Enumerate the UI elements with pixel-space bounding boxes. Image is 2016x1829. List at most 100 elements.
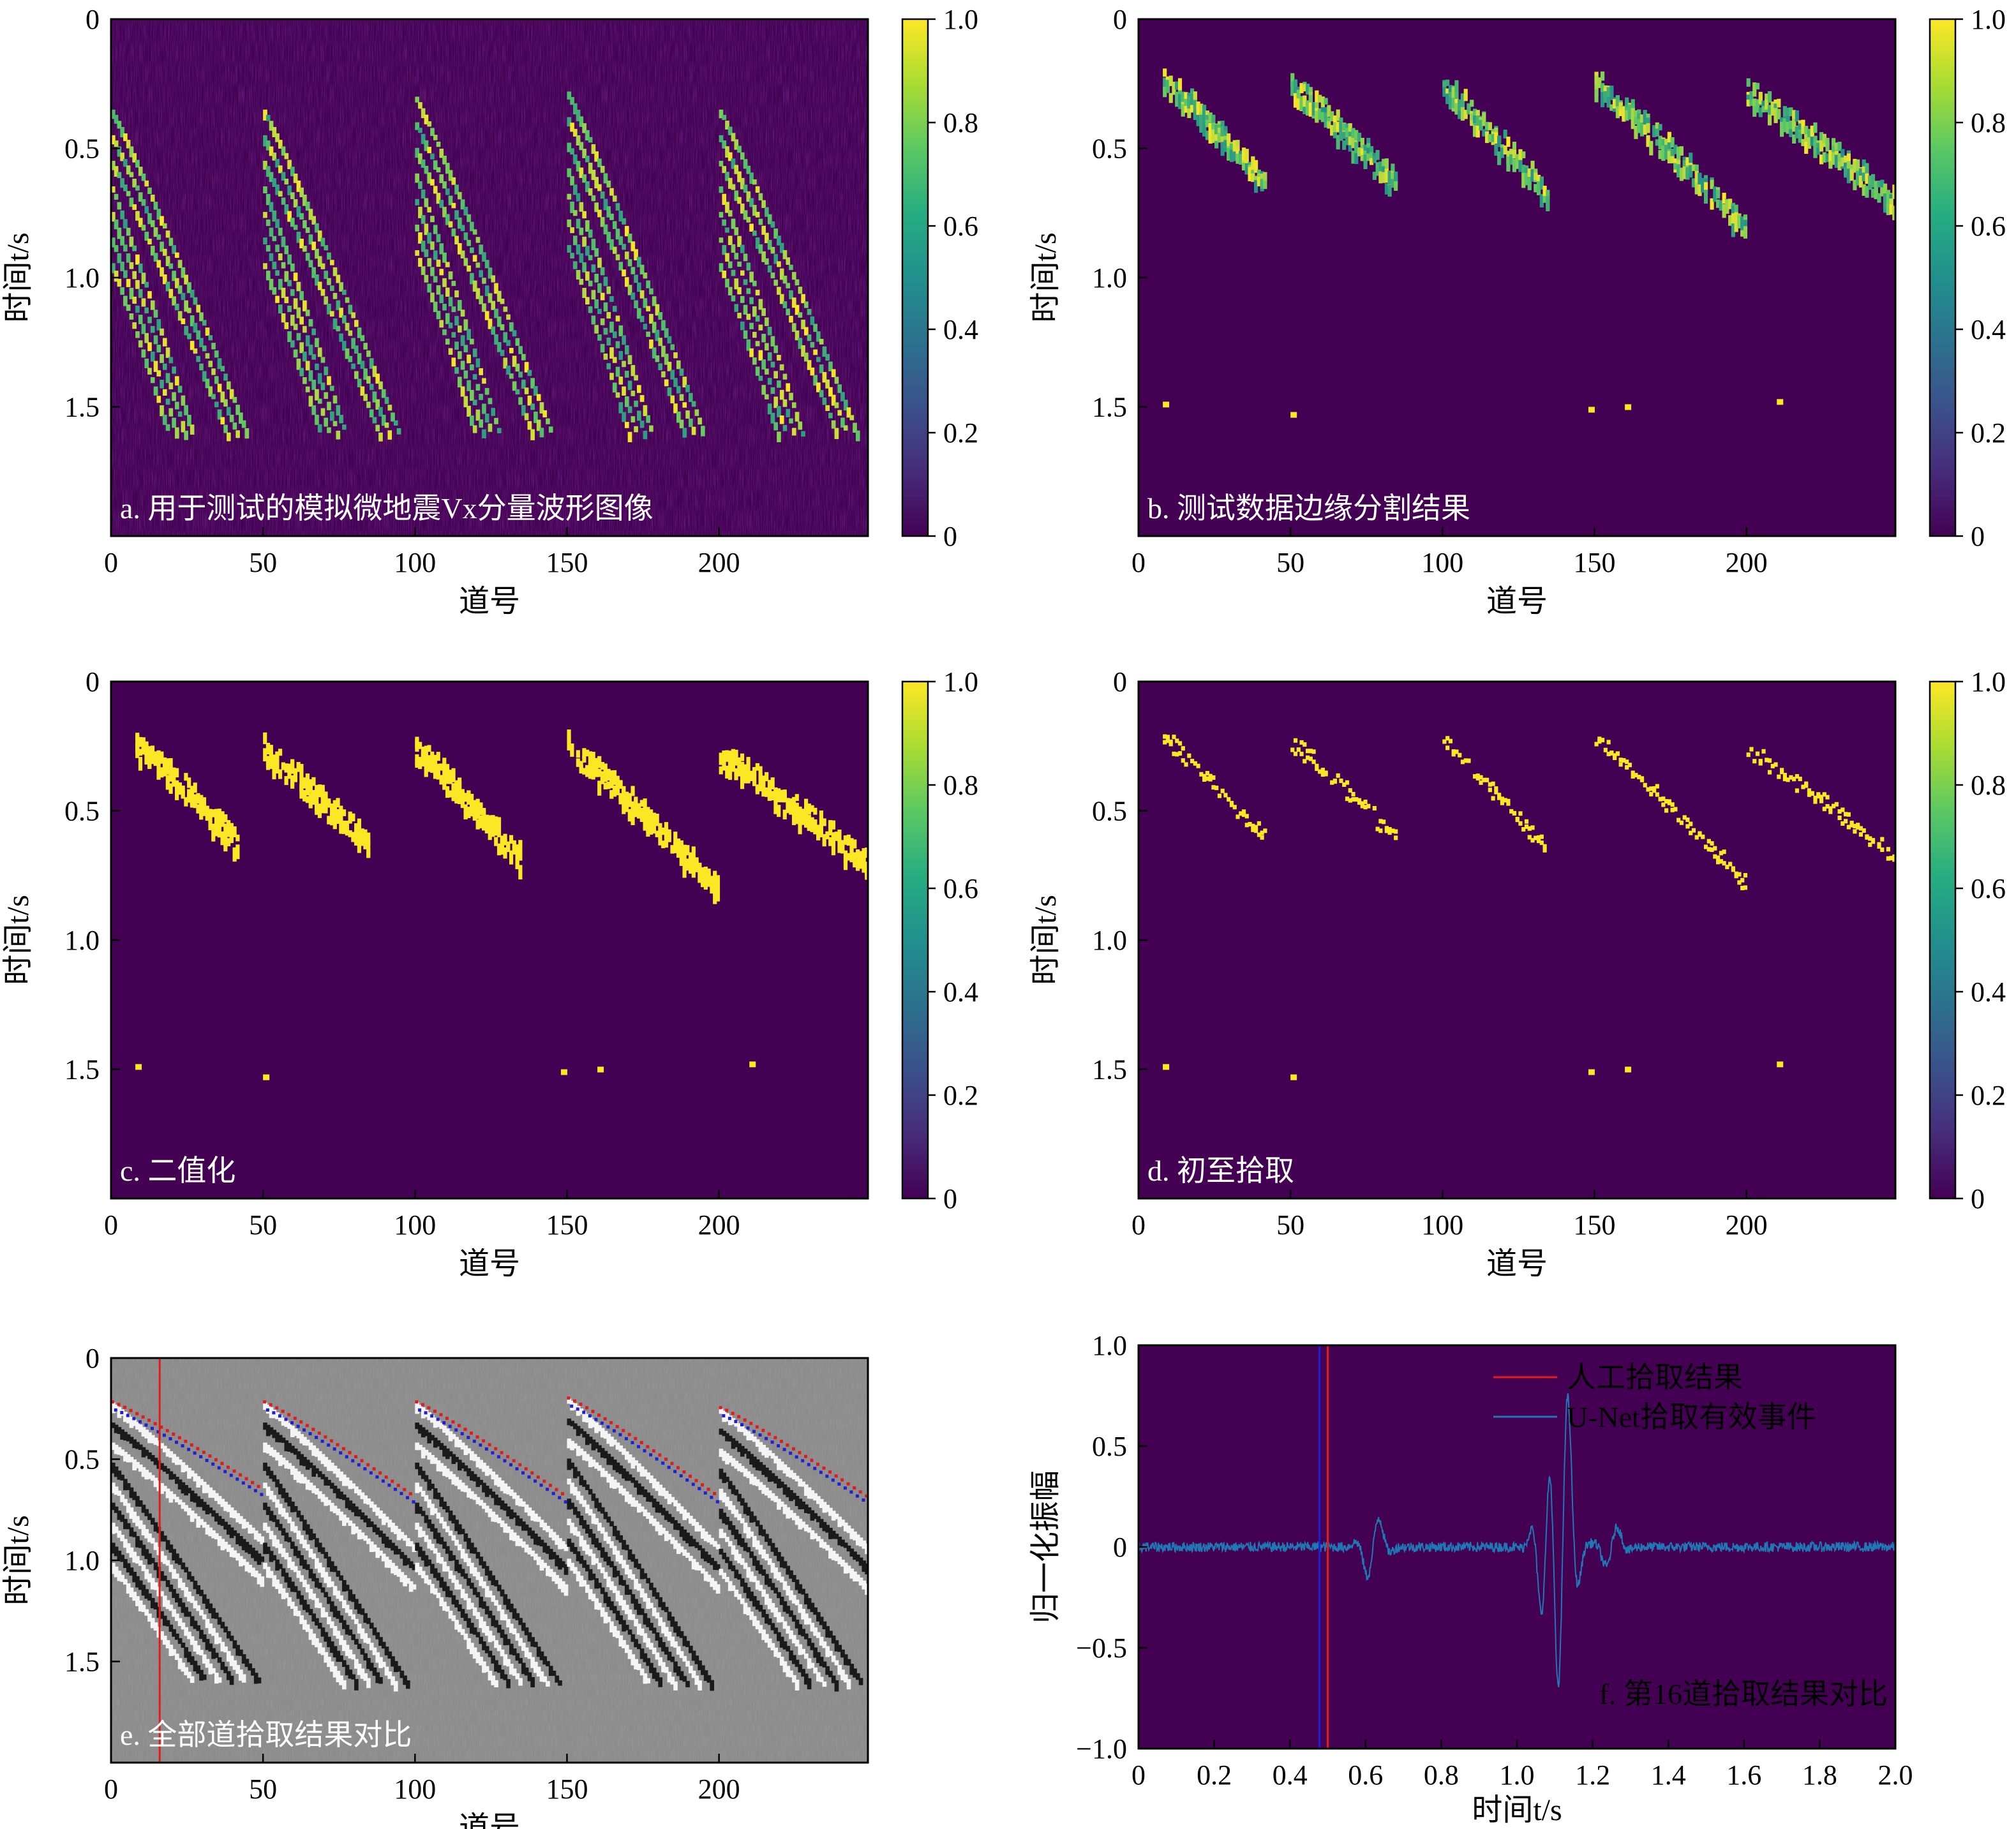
heatmap-cell [421,133,426,144]
heatmap-cell [755,186,760,193]
heatmap-cell [524,1627,529,1636]
heatmap-cell [187,1611,191,1617]
heatmap-cell [214,1533,219,1540]
heatmap-cell [202,1502,207,1511]
heatmap-cell [1856,823,1860,828]
heatmap-cell [229,1655,234,1666]
heatmap-cell [482,403,486,414]
heatmap-cell [551,1670,556,1676]
heatmap-cell [433,768,438,779]
heatmap-cell [129,287,134,299]
heatmap-cell [639,1486,645,1495]
heatmap-cell [1205,119,1209,128]
y-tick-label: 1.5 [1092,1054,1127,1086]
heatmap-cell [317,230,322,242]
heatmap-cell [354,837,359,846]
heatmap-cell [791,428,796,436]
heatmap-cell [1470,100,1474,107]
heatmap-cell [123,244,128,252]
heatmap-cell [1676,146,1681,159]
unet-pick-point [789,1451,793,1455]
heatmap-cell [594,1422,599,1433]
heatmap-cell [782,1504,788,1514]
heatmap-cell [172,296,176,306]
heatmap-cell [214,809,219,821]
heatmap-cell [1205,771,1209,776]
heatmap-cell [290,778,295,789]
heatmap-cell [603,173,608,184]
heatmap-cell [1491,781,1495,786]
heatmap-cell [682,853,687,863]
unet-pick-point [393,1488,397,1491]
heatmap-cell [129,1507,134,1519]
heatmap-cell [740,770,745,778]
heatmap-cell [746,765,750,777]
heatmap-cell [664,1667,669,1673]
heatmap-cell [1463,110,1468,119]
heatmap-cell [1755,751,1760,756]
heatmap-cell [357,1643,362,1650]
heatmap-cell [639,800,644,807]
heatmap-cell [1348,140,1352,152]
heatmap-cell [603,1572,608,1579]
heatmap-cell [494,1514,498,1523]
heatmap-cell [777,1498,781,1510]
heatmap-cell [126,1563,131,1573]
heatmap-cell [120,127,124,138]
heatmap-cell [320,1454,325,1465]
heatmap-cell [506,1679,511,1689]
heatmap-cell [825,405,830,412]
heatmap-cell [147,1594,152,1601]
heatmap-cell [153,227,158,237]
heatmap-cell [187,1571,191,1580]
heatmap-cell [615,775,620,784]
heatmap-cell [1208,112,1213,123]
heatmap-cell [548,1549,553,1560]
heatmap-cell [694,1655,699,1664]
heatmap-cell [534,412,538,423]
heatmap-cell [211,823,216,830]
heatmap-cell [634,1500,638,1507]
y-tick-label: 1.0 [64,925,100,956]
heatmap-cell [144,332,149,343]
heatmap-cell [655,1592,660,1599]
heatmap-cell [694,409,699,416]
heatmap-cell [460,793,465,809]
heatmap-cell [828,361,833,371]
heatmap-cell [263,1422,267,1430]
heatmap-cell [175,1654,179,1661]
heatmap-cell [740,1498,745,1506]
heatmap-cell [287,763,292,779]
heatmap-cell [165,1488,170,1498]
heatmap-cell [795,1619,800,1629]
heatmap-cell [719,1548,724,1555]
heatmap-cell [1391,179,1395,188]
heatmap-cell [555,1575,560,1585]
heatmap-cell [305,253,310,261]
heatmap-cell [177,1578,183,1588]
heatmap-cell [396,1549,401,1555]
heatmap-cell [205,1525,210,1535]
heatmap-cell [470,1471,474,1481]
heatmap-cell [424,759,428,769]
heatmap-cell [488,267,493,279]
heatmap-cell [451,1434,456,1440]
heatmap-cell [843,1654,848,1666]
heatmap-cell [315,802,319,815]
heatmap-cell [673,1661,678,1673]
heatmap-cell [594,274,599,283]
heatmap-cell [779,389,784,400]
heatmap-cell [649,1643,653,1650]
heatmap-cell [1163,87,1167,98]
heatmap-cell [539,1560,544,1571]
heatmap-cell [175,1633,179,1640]
heatmap-cell [1184,762,1188,767]
heatmap-cell [165,761,170,775]
heatmap-cell [1299,96,1304,110]
heatmap-cell [172,1454,176,1463]
heatmap-cell [849,847,854,856]
heatmap-cell [497,843,502,856]
manual-pick-point [135,1412,139,1415]
heatmap-cell [1749,747,1754,752]
heatmap-cell [1484,122,1490,130]
